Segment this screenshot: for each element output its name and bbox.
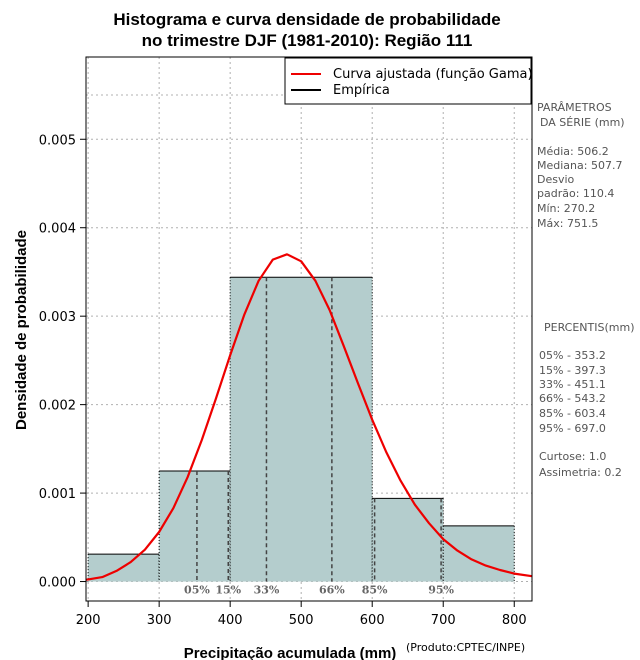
y-tick-label-1: 0.001 [39, 487, 76, 502]
histogram-bar [372, 498, 444, 582]
x-tick-label-6: 800 [502, 613, 527, 628]
percentile-lines: 05% 15% 33% 66% 85% 95% [184, 277, 455, 597]
percentil-33: 33% - 451.1 [539, 378, 606, 391]
legend-curve-label: Curva ajustada (função Gama) [333, 67, 533, 82]
axes: 200 300 400 500 600 700 800 0.000 0.001 0.002 0.00… [39, 133, 527, 628]
fitted-curve-line [85, 253, 533, 581]
legend-box [284, 57, 532, 105]
chart-title-line2: no trimestre DJF (1981-2010): Região 111 [142, 31, 473, 50]
plot-frame [85, 56, 533, 602]
stat-desvio-2: padrão: 110.4 [537, 187, 614, 200]
y-tick-label-2: 0.002 [39, 399, 76, 414]
stats-panel: PARÂMETROS DA SÉRIE (mm) Média: 506.2 Me… [537, 101, 635, 479]
stat-max: Máx: 751.5 [537, 217, 598, 230]
x-tick-label-0: 200 [76, 613, 101, 628]
stat-desvio-1: Desvio [537, 173, 575, 186]
percentil-66: 66% - 543.2 [539, 392, 606, 405]
stat-media: Média: 506.2 [537, 145, 609, 158]
percentil-85: 85% - 603.4 [539, 407, 606, 420]
x-tick-label-1: 300 [147, 613, 172, 628]
percentil-95: 95% - 697.0 [539, 422, 606, 435]
y-tick-label-3: 0.003 [39, 310, 76, 325]
stat-mediana: Mediana: 507.7 [537, 159, 622, 172]
percentile-label-3: 66% [319, 584, 345, 597]
fitted-curve-layer [85, 253, 533, 581]
x-tick-label-2: 400 [218, 613, 243, 628]
percentil-05: 05% - 353.2 [539, 349, 606, 362]
x-tick-label-4: 600 [360, 613, 385, 628]
percentile-label-5: 95% [428, 584, 454, 597]
params-title-1: PARÂMETROS [537, 101, 612, 114]
histogram-bars [87, 276, 515, 582]
y-tick-label-4: 0.004 [39, 222, 76, 237]
percentile-label-1: 15% [215, 584, 241, 597]
chart-title-line1: Histograma e curva densidade de probabil… [113, 10, 500, 29]
stat-curtose: Curtose: 1.0 [539, 450, 606, 463]
legend-empirical-label: Empírica [333, 83, 390, 98]
percentile-label-4: 85% [362, 584, 388, 597]
percentil-15: 15% - 397.3 [539, 364, 606, 377]
y-tick-label-0: 0.000 [39, 576, 76, 591]
histogram-bar [159, 470, 231, 582]
x-tick-label-3: 500 [289, 613, 314, 628]
legend: Curva ajustada (função Gama) Empírica [284, 57, 533, 105]
x-tick-label-5: 700 [431, 613, 456, 628]
histogram-bar [230, 277, 373, 582]
stat-min: Mín: 270.2 [537, 202, 595, 215]
percentis-title: PERCENTIS(mm) [544, 321, 635, 334]
x-axis-title: Precipitação acumulada (mm) [184, 645, 397, 660]
percentile-label-0: 05% [184, 584, 210, 597]
stat-assimetria: Assimetria: 0.2 [539, 466, 622, 479]
y-tick-label-5: 0.005 [39, 133, 76, 148]
params-title-2: DA SÉRIE (mm) [540, 116, 625, 129]
percentile-label-2: 33% [254, 584, 280, 597]
histogram-bar [443, 525, 515, 582]
credit-text: (Produto:CPTEC/INPE) [406, 641, 525, 654]
y-axis-title: Densidade de probabilidade [13, 230, 30, 430]
